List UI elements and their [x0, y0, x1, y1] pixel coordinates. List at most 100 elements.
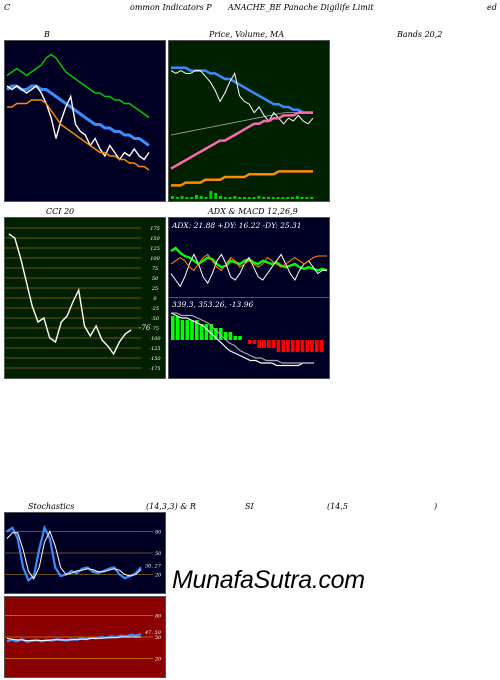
volume-bar	[286, 197, 290, 199]
stoch-last-label: 30, 27	[145, 563, 162, 569]
macd-hist-bar	[305, 340, 309, 352]
stoch-level-label: 50	[155, 551, 162, 557]
stoch-level-label: 80	[155, 529, 162, 535]
cci-level-label: -125	[149, 346, 160, 352]
volume-bar	[233, 196, 237, 199]
stoch-level-label: 20	[154, 573, 162, 579]
volume-bar	[223, 197, 227, 199]
pm-series-line-2	[170, 111, 313, 170]
volume-bar	[171, 196, 174, 199]
title-price-ma: Price, Volume, MA	[209, 30, 285, 39]
macd-panel: 339.3, 353.26, -13.96	[168, 297, 330, 379]
bollinger-panel	[4, 40, 166, 202]
cci-level-label: 50	[152, 276, 159, 282]
macd-hist-bar	[204, 324, 209, 340]
volume-bar	[238, 197, 242, 199]
bb-series-line-0	[6, 53, 150, 119]
title-rsi-params: (14,5	[327, 502, 348, 511]
title-rsi-close: )	[434, 502, 438, 511]
title-bands-b: B	[44, 30, 50, 39]
volume-bar	[180, 196, 184, 199]
rsi-level-label: 80	[155, 613, 162, 619]
adx-readout: ADX: 21.88 +DY: 16.22 -DY: 25.31	[172, 221, 302, 230]
volume-bar	[281, 197, 285, 199]
volume-bar	[291, 197, 294, 199]
adx-chart	[170, 246, 328, 288]
macd-hist-bar	[276, 340, 281, 352]
volume-bar	[209, 191, 213, 199]
cci-level-label: 175	[150, 226, 160, 232]
macd-hist-bar	[291, 340, 295, 352]
adx-series-line-0	[170, 246, 328, 272]
bb-series-line-1	[6, 84, 150, 147]
price-ma-panel	[168, 40, 330, 202]
cci-level-label: -75	[151, 326, 159, 332]
macd-hist-bar	[228, 332, 233, 340]
header-c1: C	[4, 3, 11, 12]
stoch-series-line-1	[6, 530, 142, 580]
volume-bar	[252, 197, 256, 199]
macd-hist-bar	[271, 340, 276, 348]
cci-level-label: 75	[152, 266, 158, 272]
volume-bar	[185, 197, 189, 199]
macd-hist-bar	[185, 320, 189, 340]
macd-hist-bar	[238, 336, 242, 340]
volume-bar	[257, 196, 261, 199]
macd-hist-bar	[223, 332, 228, 340]
cci-line	[8, 233, 132, 356]
title-rsi: SI	[245, 502, 254, 511]
volume-bar	[195, 195, 198, 199]
volume-bar	[262, 197, 266, 199]
cci-level-label: -150	[149, 356, 161, 362]
adx-series-line-1	[170, 253, 327, 288]
title-stoch-params: (14,3,3) & R	[146, 502, 196, 511]
macd-hist-bar	[247, 340, 252, 344]
macd-hist-bar	[252, 340, 257, 344]
pm-series-line-1	[170, 70, 314, 125]
volume-bar	[228, 197, 232, 199]
cci-level-label: 25	[151, 286, 158, 292]
volume-bar	[271, 197, 275, 199]
title-cci: CCI 20	[46, 207, 75, 216]
macd-hist-bar	[219, 328, 223, 340]
adx-panel: ADX: 21.88 +DY: 16.22 -DY: 25.31	[168, 217, 330, 299]
rsi-chart: 80 50 20 47, 50	[5, 613, 162, 663]
volume-bar	[190, 197, 194, 199]
cci-level-label: 125	[150, 246, 160, 252]
volume-bar	[305, 197, 309, 199]
cci-level-label: -100	[149, 336, 161, 342]
macd-series-line-0	[170, 312, 314, 367]
rsi-panel: 80 50 20 47, 50	[4, 596, 166, 678]
macd-hist-bar	[310, 340, 314, 352]
cci-last-label: -76	[139, 324, 151, 332]
macd-hist-bar	[319, 340, 324, 352]
macd-hist-bar	[300, 340, 305, 352]
watermark: MunafaSutra.com	[172, 566, 365, 594]
volume-bar	[310, 197, 314, 199]
header-c4: ed	[487, 3, 497, 12]
cci-level-label: 100	[150, 256, 160, 262]
volume-bar	[175, 197, 179, 199]
macd-hist-bar	[262, 340, 266, 348]
volume-bar	[267, 197, 270, 199]
header-c2: ommon Indicators P	[130, 3, 212, 12]
bollinger-chart	[6, 53, 150, 171]
header-c3: ANACHE_BE Panache Digilife Limit	[228, 3, 374, 12]
macd-hist-bar	[199, 324, 204, 340]
volume-bar	[204, 197, 208, 199]
macd-hist-bar	[257, 340, 261, 348]
macd-hist-bar	[214, 328, 218, 340]
volume-bar	[243, 197, 246, 199]
macd-hist-bar	[180, 320, 185, 340]
volume-bar	[276, 197, 280, 199]
cci-panel: 175 150 125 100 75 50 25 0 -25 -50 -75 -100 -125 -150…	[4, 217, 166, 379]
macd-hist-bar	[315, 340, 319, 352]
bb-series-line-2	[6, 85, 150, 161]
bb-series-line-3	[7, 99, 150, 171]
cci-level-label: -175	[149, 366, 160, 372]
volume-bar	[199, 196, 203, 199]
rsi-level-label: 20	[154, 657, 162, 663]
macd-hist-bar	[190, 320, 194, 340]
pm-series-line-0	[171, 66, 313, 114]
rsi-last-label: 47, 50	[144, 630, 162, 636]
